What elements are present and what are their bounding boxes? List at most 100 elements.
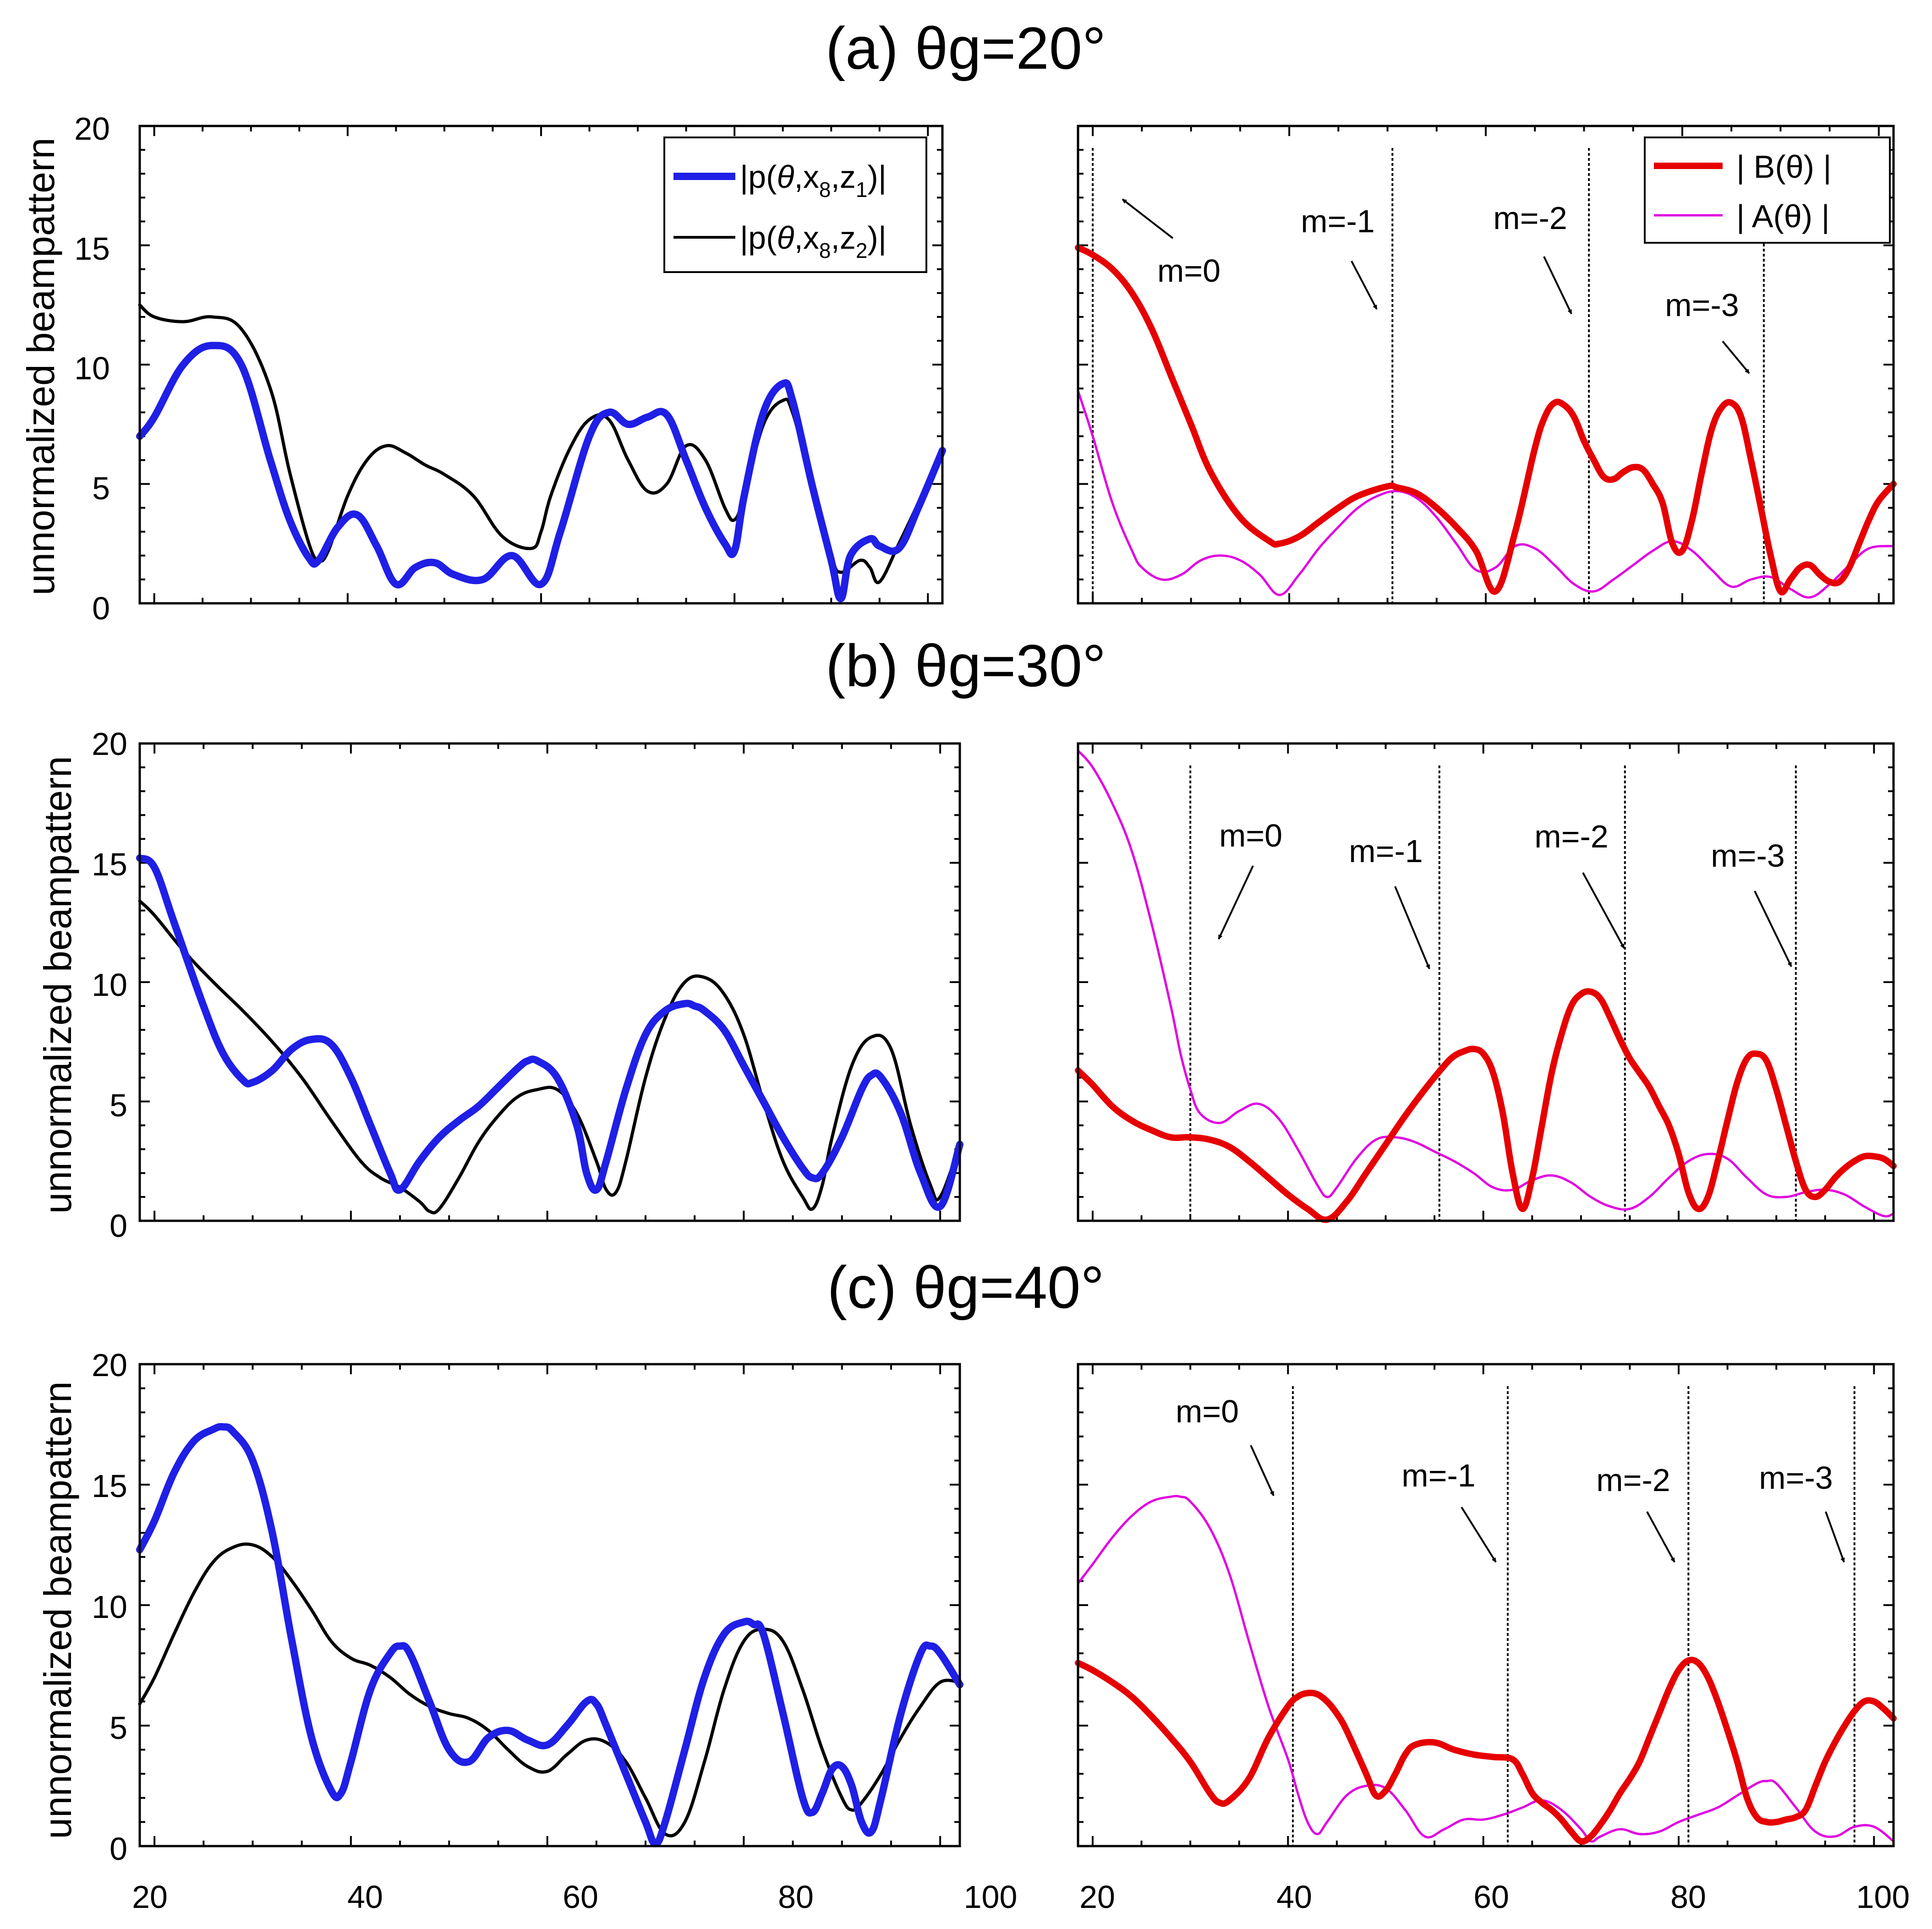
panel-c: (c) θg=40° unnormalized beampattern 0 5 … [36,1254,1910,1915]
panel-b-order-lines [1189,765,1797,1221]
panel-a-left-series [136,303,946,602]
panel-c-left-xtick-label-3: 80 [778,1879,814,1915]
panel-a-ytick-label-1: 5 [92,470,110,506]
panel-b-order-label-2: m=-2 [1534,819,1608,854]
panel-b-order-arrow-0 [1218,865,1254,940]
panel-c-order-label-2: m=-2 [1596,1462,1670,1498]
panel-b-order-arrow-2 [1582,872,1625,949]
panel-b-left-plot: 0 5 10 15 20 [92,726,963,1244]
panel-a-order-label-1: m=-1 [1301,203,1374,239]
panel-c-left-yticklabels: 0 5 10 15 20 [92,1347,127,1867]
panel-c-right-xtick-label-4: 100 [1856,1879,1910,1915]
panel-c-left-xticklabels: 20 40 60 80 100 [132,1879,1017,1915]
panel-c-right-xtick-label-1: 40 [1276,1879,1312,1915]
panel-b-right-series [1075,749,1897,1223]
panel-a-ytick-label-0: 0 [92,590,110,626]
panel-b-order-arrow-3 [1754,891,1792,967]
panel-c-ytick-label-3: 15 [92,1468,127,1504]
panel-c-ylabel: unnormalized beampattern [36,1381,79,1839]
panel-a-order-arrow-0 [1122,198,1174,239]
panel-a-legend-label-A: | A(θ) | [1736,198,1830,234]
panel-c-left-xtick-label-2: 60 [563,1879,598,1915]
panel-a-ytick-label-2: 10 [74,350,110,386]
panel-c-annotations: m=0 m=-1 m=-2 m=-3 [1176,1393,1845,1563]
panel-a-right-legend-box [1644,137,1891,244]
panel-c-right-series [1075,1495,1897,1845]
panel-a-annotations: m=0 m=-1 m=-2 m=-3 [1122,198,1750,374]
panel-c-ytick-label-1: 5 [109,1710,127,1746]
panel-a-ylabel: unnormalized beampattern [19,137,62,595]
panel-a-ytick-label-3: 15 [74,231,110,267]
panel-b-order-label-0: m=0 [1219,818,1282,853]
panel-b-curve-B [1075,988,1897,1223]
panel-c-order-label-3: m=-3 [1759,1460,1833,1496]
panel-c-order-label-1: m=-1 [1401,1458,1475,1493]
panel-c-ytick-label-2: 10 [92,1589,127,1625]
panel-a-order-arrow-2 [1543,256,1572,314]
panel-a-title: (a) θg=20° [826,15,1106,82]
panel-b-order-label-3: m=-3 [1711,838,1784,874]
panel-b-order-label-1: m=-1 [1349,833,1423,869]
panel-a-curve-B [1075,244,1897,596]
panel-b-left-series [136,854,963,1215]
panel-a-left-frame [138,125,944,605]
panel-c-left-frame [138,1363,961,1847]
panel-a-legend-label-B: | B(θ) | [1736,149,1832,185]
panel-c-ytick-label-4: 20 [92,1347,127,1383]
panel-b-ytick-label-0: 0 [109,1208,127,1244]
panel-c-order-arrow-2 [1646,1511,1675,1563]
panel-c-right-xtick-label-3: 80 [1670,1879,1706,1915]
panel-b-left-yticklabels: 0 5 10 15 20 [92,726,127,1244]
panel-c-right-xticklabels: 20 40 60 80 100 [1079,1879,1910,1915]
panel-a-left-legend-box [663,137,927,273]
panel-b-right-frame [1077,742,1895,1222]
panel-a-ytick-label-4: 20 [74,111,110,147]
panel-c-order-arrow-3 [1825,1511,1845,1563]
panel-b-ytick-label-1: 5 [109,1087,127,1123]
panel-c-order-arrow-0 [1250,1445,1275,1496]
panel-c-order-label-0: m=0 [1176,1393,1239,1429]
panel-a-curve-p-z1 [136,342,946,602]
panel-a-order-arrow-1 [1351,261,1378,310]
panel-a-right-frame [1077,125,1895,605]
panel-b-curve-p-z2 [138,899,962,1215]
panel-b-order-arrow-1 [1394,886,1430,969]
panel-b-annotations: m=0 m=-1 m=-2 m=-3 [1218,818,1792,969]
panel-c-ytick-label-0: 0 [109,1831,127,1867]
panel-a-left-yticklabels: 0 5 10 15 20 [74,111,110,626]
panel-b: (b) θg=30° unnormalized beampattern 0 5 … [36,632,1897,1244]
panel-a-order-label-2: m=-2 [1493,200,1567,236]
panel-c-title: (c) θg=40° [827,1254,1105,1321]
panel-a-order-label-0: m=0 [1157,253,1220,289]
panel-b-ylabel: unnormalized beampattern [36,756,79,1213]
panel-c-curve-p-z1 [136,1423,963,1847]
panel-a-left-plot: 0 5 10 15 20 |p(θ,x8,z1)| |p(θ,x8,z2)| [74,111,946,626]
panel-c-right-xtick-label-0: 20 [1079,1879,1115,1915]
panel-a-right-legend: | B(θ) | | A(θ) | [1644,137,1891,244]
panel-c-left-series [136,1423,963,1847]
panel-b-left-frame [138,742,961,1222]
panel-c-left-xtick-label-1: 40 [347,1879,383,1915]
panel-c-left-xtick-label-0: 20 [132,1879,168,1915]
panel-c-order-lines [1292,1386,1855,1846]
panel-b-right-plot: m=0 m=-1 m=-2 m=-3 [1075,742,1897,1223]
panel-b-title: (b) θg=30° [826,632,1106,699]
panel-a-right-plot: | B(θ) | | A(θ) | m=0 m=-1 m=-2 m=-3 [1075,125,1897,605]
panel-b-ytick-label-2: 10 [92,967,127,1003]
panel-a-left-legend: |p(θ,x8,z1)| |p(θ,x8,z2)| [663,137,927,273]
panel-a-order-label-3: m=-3 [1665,287,1739,323]
panel-c-order-arrow-1 [1461,1506,1497,1563]
panel-b-curve-A [1077,749,1895,1218]
panel-b-right-ticks [1078,743,1894,1222]
panel-c-right-plot: 20 40 60 80 100 m=0 m=-1 m=-2 m=-3 [1075,1363,1910,1915]
panel-c-left-xtick-label-4: 100 [964,1879,1018,1915]
panel-a-right-series [1075,244,1897,599]
panel-a-curve-A [1077,389,1895,599]
panel-c-curve-A [1077,1495,1895,1843]
panel-c-curve-B [1075,1656,1897,1845]
panel-c-curve-p-z2 [138,1542,962,1837]
panel-c-right-xtick-label-2: 60 [1473,1879,1509,1915]
panel-a-order-arrow-3 [1722,340,1750,374]
panel-c-left-ticks [140,1363,960,1847]
